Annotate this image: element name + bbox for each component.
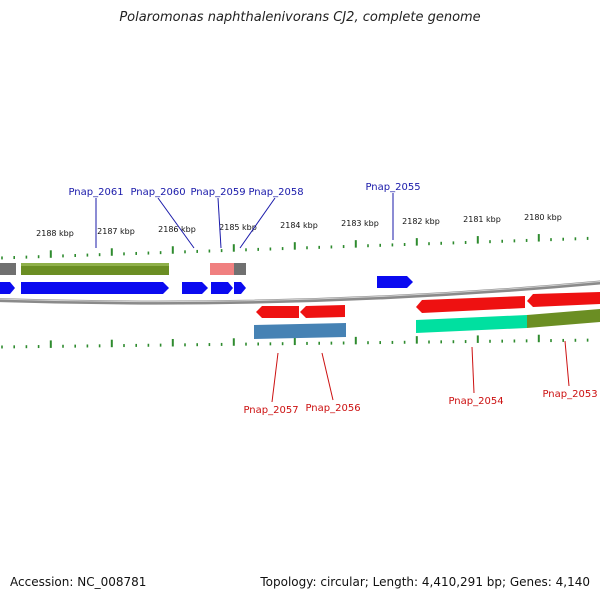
- gene-arrow-2060[interactable]: [182, 282, 208, 294]
- genome-backbone: [0, 280, 600, 305]
- scale-label: 2182 kbp: [402, 217, 440, 226]
- scale-ticks-top: [1, 234, 589, 260]
- gene-arrow-2056[interactable]: [300, 305, 345, 318]
- genome-backbone-highlight: [0, 280, 600, 303]
- feature-box-pink-2059[interactable]: [210, 263, 234, 275]
- scale-labels: 2188 kbp 2187 kbp 2186 kbp 2185 kbp 2184 kbp…: [36, 213, 562, 238]
- gene-arrow-2054[interactable]: [416, 296, 525, 313]
- scale-label: 2185 kbp: [219, 223, 257, 232]
- genome-summary: Topology: circular; Length: 4,410,291 bp…: [260, 575, 590, 589]
- scale-label: 2187 kbp: [97, 227, 135, 236]
- gene-label-2058[interactable]: Pnap_2058: [248, 187, 303, 198]
- scale-label: 2188 kbp: [36, 229, 74, 238]
- feature-track-lower: [254, 309, 600, 339]
- feature-box-grey-left[interactable]: [0, 263, 16, 275]
- gene-label-2061[interactable]: Pnap_2061: [68, 187, 123, 198]
- gene-arrow-2053[interactable]: [527, 292, 600, 307]
- accession-label: Accession: NC_008781: [10, 575, 147, 589]
- feature-box-grey-2058[interactable]: [234, 263, 246, 275]
- genome-title: Polaromonas naphthalenivorans CJ2, compl…: [119, 10, 481, 25]
- gene-labels: Pnap_2061 Pnap_2060 Pnap_2059 Pnap_2058 …: [68, 182, 597, 416]
- scale-label: 2181 kbp: [463, 215, 501, 224]
- gene-track-forward: [0, 276, 413, 294]
- gene-label-2057[interactable]: Pnap_2057: [243, 405, 298, 416]
- gene-arrow-2057[interactable]: [256, 306, 299, 318]
- feature-box-olive-2053[interactable]: [527, 309, 600, 328]
- gene-arrow-2059[interactable]: [211, 282, 233, 294]
- gene-arrow-2061[interactable]: [21, 282, 169, 294]
- gene-label-2053[interactable]: Pnap_2053: [542, 389, 597, 400]
- feature-box-steel-2057-2056[interactable]: [254, 323, 346, 339]
- scale-label: 2183 kbp: [341, 219, 379, 228]
- gene-label-2059[interactable]: Pnap_2059: [190, 187, 245, 198]
- gene-arrow-left-partial[interactable]: [0, 282, 15, 294]
- leader-lines: [95, 193, 570, 403]
- scale-label: 2186 kbp: [158, 225, 196, 234]
- gene-track-reverse: [256, 292, 600, 318]
- feature-track-upper: [0, 263, 246, 275]
- feature-box-teal-2054[interactable]: [416, 315, 527, 333]
- scale-ticks-bottom: [1, 334, 589, 349]
- gene-arrow-2055[interactable]: [377, 276, 413, 288]
- gene-label-2056[interactable]: Pnap_2056: [305, 403, 360, 414]
- scale-label: 2180 kbp: [524, 213, 562, 222]
- gene-arrow-2058[interactable]: [234, 282, 246, 294]
- gene-label-2055[interactable]: Pnap_2055: [365, 182, 420, 193]
- gene-label-2054[interactable]: Pnap_2054: [448, 396, 503, 407]
- scale-label: 2184 kbp: [280, 221, 318, 230]
- feature-box-olive-shine: [21, 263, 169, 266]
- gene-label-2060[interactable]: Pnap_2060: [130, 187, 185, 198]
